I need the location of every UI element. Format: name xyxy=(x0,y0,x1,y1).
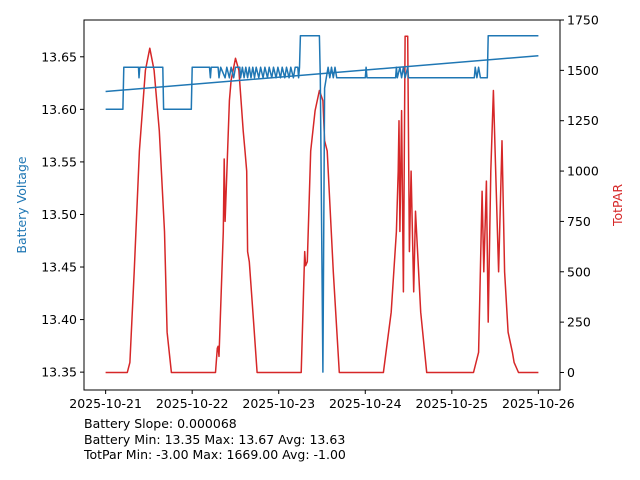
left-y-tick-label: 13.40 xyxy=(41,312,77,327)
x-tick-label: 2025-10-21 xyxy=(69,396,142,411)
left-y-tick-label: 13.35 xyxy=(41,365,77,380)
left-y-tick-label: 13.65 xyxy=(41,49,77,64)
left-y-tick-label: 13.60 xyxy=(41,102,77,117)
x-tick-label: 2025-10-25 xyxy=(415,396,488,411)
right-y-tick-label: 500 xyxy=(567,264,591,279)
left-y-tick-label: 13.45 xyxy=(41,260,77,275)
x-tick-label: 2025-10-26 xyxy=(502,396,575,411)
right-y-tick-label: 250 xyxy=(567,315,591,330)
plot-frame xyxy=(83,19,561,391)
series-line-totpar xyxy=(105,35,539,374)
right-y-tick-label: 1750 xyxy=(567,13,599,28)
right-y-tick-label: 1250 xyxy=(567,113,599,128)
left-y-tick-label: 13.50 xyxy=(41,207,77,222)
x-tick-label: 2025-10-23 xyxy=(242,396,315,411)
right-y-tick-label: 750 xyxy=(567,214,591,229)
left-y-tick-label: 13.55 xyxy=(41,154,77,169)
right-y-tick-label: 0 xyxy=(567,365,575,380)
battery-stats-text: Battery Min: 13.35 Max: 13.67 Avg: 13.63 xyxy=(84,431,346,447)
series-line-battery-trend xyxy=(105,54,539,93)
totpar-stats-text: TotPar Min: -3.00 Max: 1669.00 Avg: -1.0… xyxy=(84,447,346,462)
left-axis-label: Battery Voltage xyxy=(14,156,29,253)
x-tick-label: 2025-10-22 xyxy=(156,396,229,411)
battery-slope-text: Battery Slope: 0.000068 xyxy=(84,416,237,431)
series-line-battery-voltage xyxy=(105,35,539,373)
right-y-tick-label: 1000 xyxy=(567,164,599,179)
x-tick-label: 2025-10-24 xyxy=(329,396,402,411)
right-axis-label: TotPAR xyxy=(610,184,625,227)
stats-block: Battery Slope: 0.000068 Battery Min: 13.… xyxy=(84,416,346,463)
right-y-tick-label: 1500 xyxy=(567,63,599,78)
